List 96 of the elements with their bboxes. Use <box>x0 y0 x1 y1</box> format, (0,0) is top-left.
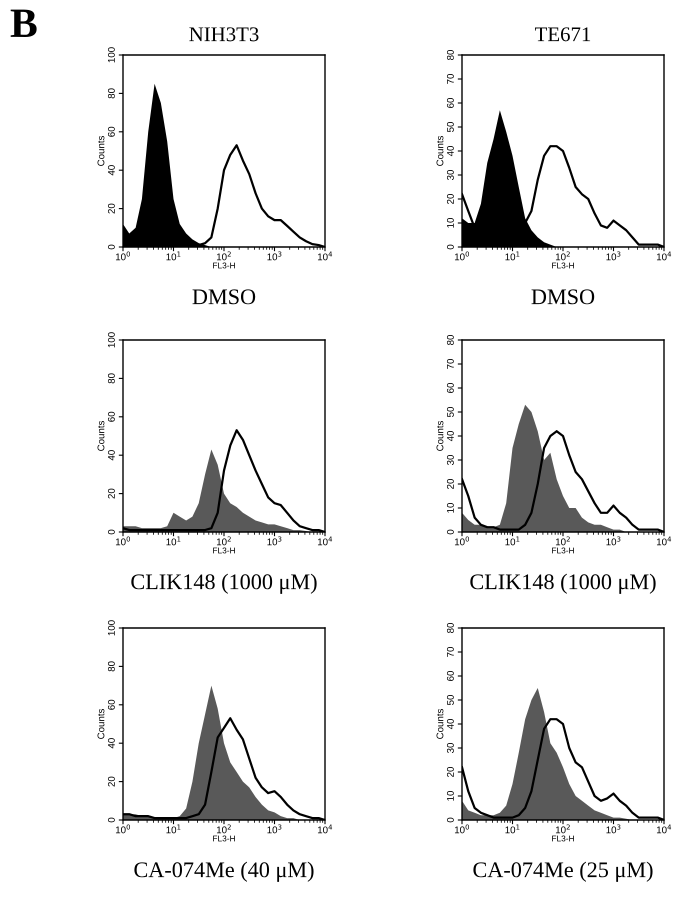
x-tick-label: 10$^{2}$ <box>556 824 570 834</box>
x-tick-label: 10$^{0}$ <box>454 824 470 834</box>
x-tick-label: 10$^{0}$ <box>116 251 130 260</box>
y-tick-label: 40 <box>108 165 115 176</box>
y-tick-label: 80 <box>446 50 454 60</box>
y-tick-label: 40 <box>108 450 115 460</box>
y-tick-label: 30 <box>446 170 454 180</box>
y-tick-label: 0 <box>446 818 454 822</box>
x-axis-title: FL3-H <box>213 262 235 268</box>
y-tick-label: 40 <box>446 718 454 730</box>
text: CA-074Me (40 μM) <box>134 862 314 882</box>
y-tick-label: 80 <box>446 334 454 345</box>
y-tick-label: 50 <box>446 694 454 706</box>
text: DMSO <box>532 289 594 304</box>
x-tick-label: 10$^{3}$ <box>267 251 282 260</box>
y-axis-title: Counts <box>436 420 444 451</box>
x-tick-label: 10$^{1}$ <box>166 252 180 260</box>
y-tick-label: 60 <box>108 126 115 137</box>
y-tick-label: 100 <box>108 47 115 62</box>
text: CA-074Me (25 μM) <box>473 862 653 882</box>
x-tick-label: 10$^{4}$ <box>656 252 672 260</box>
y-tick-label: 70 <box>446 74 454 84</box>
y-tick-label: 20 <box>446 194 454 204</box>
x-axis-title: FL3-H <box>213 548 235 554</box>
y-axis-title: Counts <box>436 136 444 166</box>
y-tick-label: 70 <box>446 358 454 369</box>
y-axis-title: Counts <box>97 708 104 739</box>
y-tick-label: 60 <box>446 98 454 108</box>
x-tick-label: 10$^{2}$ <box>216 536 231 546</box>
y-tick-label: 10 <box>446 502 454 513</box>
y-tick-label: 50 <box>446 122 454 132</box>
x-tick-label: 10$^{4}$ <box>656 536 672 546</box>
text: CLIK148 (1000 μM) <box>131 574 317 594</box>
x-tick-label: 10$^{2}$ <box>216 824 231 834</box>
y-tick-label: 20 <box>446 478 454 489</box>
chart-title: TE671 <box>535 27 590 42</box>
y-tick-label: 60 <box>446 382 454 393</box>
y-tick-label: 80 <box>108 661 115 672</box>
text: CLIK148 (1000 μM) <box>470 574 656 594</box>
x-tick-label: 10$^{0}$ <box>116 536 130 546</box>
x-tick-label: 10$^{4}$ <box>656 824 672 834</box>
y-tick-label: 80 <box>108 373 115 384</box>
y-tick-label: 60 <box>446 670 454 681</box>
text: B <box>10 10 37 38</box>
y-tick-label: 20 <box>108 204 115 214</box>
y-tick-label: 100 <box>108 332 115 348</box>
x-tick-label: 10$^{4}$ <box>318 536 332 546</box>
y-tick-label: 30 <box>446 742 454 754</box>
y-axis-title: Counts <box>436 708 444 739</box>
x-tick-label: 10$^{0}$ <box>116 824 130 834</box>
x-tick-label: 10$^{1}$ <box>505 536 520 546</box>
y-tick-label: 20 <box>108 776 115 787</box>
x-axis-title: FL3-H <box>213 836 235 842</box>
y-tick-label: 60 <box>108 412 115 422</box>
x-axis-title: FL3-H <box>552 836 574 842</box>
y-tick-label: 0 <box>446 244 454 250</box>
x-tick-label: 10$^{1}$ <box>166 536 180 546</box>
chart-title: NIH3T3 <box>189 27 258 42</box>
x-tick-label: 10$^{2}$ <box>216 251 231 260</box>
x-tick-label: 10$^{1}$ <box>505 824 520 834</box>
y-tick-label: 40 <box>446 146 454 156</box>
y-tick-label: 50 <box>446 406 454 418</box>
x-tick-label: 10$^{3}$ <box>267 536 282 546</box>
y-tick-label: 80 <box>108 88 115 98</box>
x-tick-label: 10$^{4}$ <box>318 252 332 260</box>
x-tick-label: 10$^{3}$ <box>606 824 620 834</box>
x-tick-label: 10$^{4}$ <box>318 824 332 834</box>
text: DMSO <box>192 289 256 304</box>
x-tick-label: 10$^{0}$ <box>454 536 470 546</box>
y-tick-label: 0 <box>108 818 115 822</box>
y-tick-label: 70 <box>446 646 454 657</box>
x-tick-label: 10$^{2}$ <box>556 536 570 546</box>
y-tick-label: 30 <box>446 454 454 466</box>
x-axis-title: FL3-H <box>552 548 574 554</box>
y-tick-label: 80 <box>446 622 454 633</box>
x-tick-label: 10$^{2}$ <box>556 251 570 260</box>
y-tick-label: 60 <box>108 700 115 710</box>
y-tick-label: 10 <box>446 790 454 801</box>
x-tick-label: 10$^{1}$ <box>505 252 520 260</box>
y-tick-label: 20 <box>108 488 115 499</box>
y-tick-label: 0 <box>108 530 115 534</box>
y-tick-label: 100 <box>108 620 115 636</box>
y-axis-title: Counts <box>97 420 104 451</box>
x-tick-label: 10$^{1}$ <box>166 824 180 834</box>
y-tick-label: 40 <box>108 738 115 748</box>
x-tick-label: 10$^{0}$ <box>454 251 470 260</box>
y-tick-label: 0 <box>446 530 454 534</box>
y-tick-label: 40 <box>446 430 454 442</box>
x-axis-title: FL3-H <box>552 262 574 268</box>
y-axis-title: Counts <box>97 136 104 166</box>
x-tick-label: 10$^{3}$ <box>606 251 620 260</box>
x-tick-label: 10$^{3}$ <box>606 536 620 546</box>
y-tick-label: 0 <box>108 244 115 250</box>
y-tick-label: 10 <box>446 218 454 228</box>
y-tick-label: 20 <box>446 766 454 777</box>
x-tick-label: 10$^{3}$ <box>267 824 282 834</box>
